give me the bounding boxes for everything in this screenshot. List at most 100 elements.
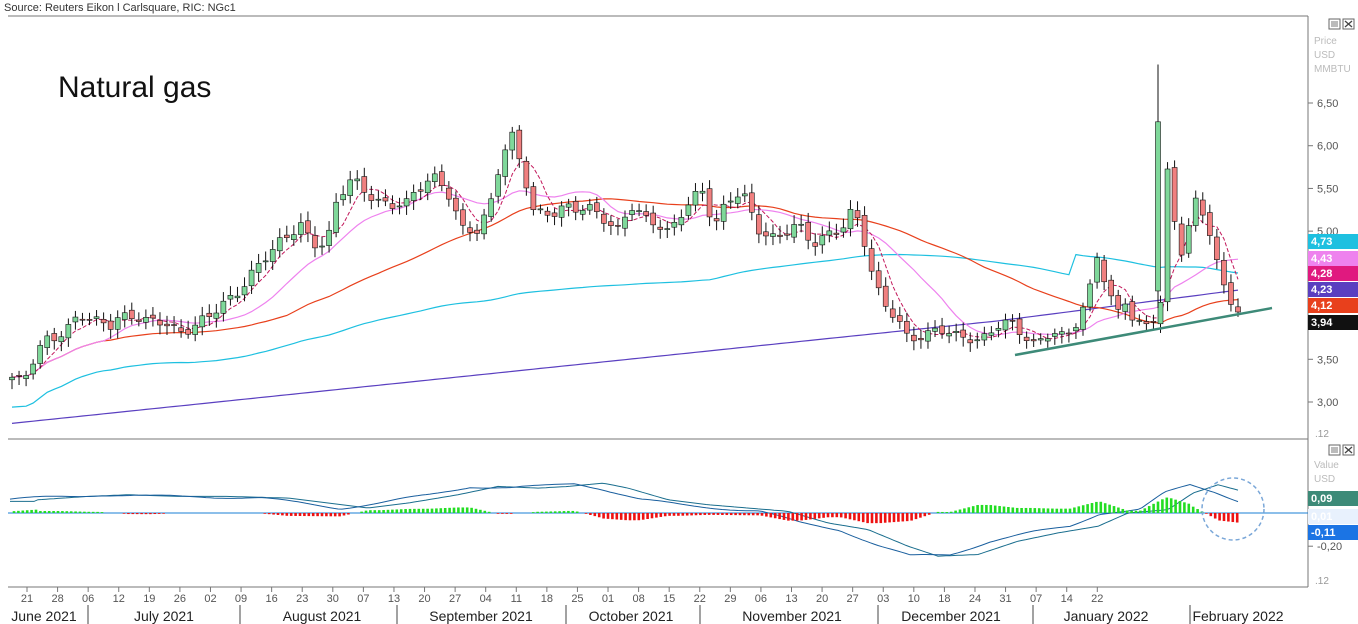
month-label: November 2021 [742,608,842,624]
price-tick-label: 3,50 [1317,354,1338,366]
candle-down [185,329,191,335]
macd-line [9,483,1239,556]
x-tick-label: 20 [418,593,430,605]
support-trendline [1014,306,1273,357]
candle-down [784,233,790,236]
candle-down [854,210,861,219]
osc-tag: 0,01 [1308,509,1358,524]
candle-up [424,180,431,194]
x-tick-label: 29 [724,593,736,605]
candle-down [1129,301,1136,321]
price-tag-label: 4,73 [1311,236,1332,248]
osc-tag-label: 0,01 [1311,511,1332,523]
x-tick-label: 04 [480,593,492,605]
candle-up [319,245,325,248]
candle-down [889,308,896,318]
candle-down [657,226,664,230]
candle-up [1164,168,1171,303]
candle-down [136,319,142,322]
candle-up [326,229,332,246]
x-tick-label: 23 [296,593,308,605]
candle-up [558,205,565,218]
price-tag-bg [1308,266,1358,281]
oscillator-pane: -0,20 0,09 0,01 -0,11 [8,477,1358,557]
candle-down [615,225,621,227]
candle-up [220,300,227,314]
candle-up [981,333,988,341]
candle-up [1052,333,1058,337]
maximize-icon[interactable] [1328,18,1341,30]
candle-up [375,198,382,201]
month-label: December 2021 [901,608,1001,624]
candle-down [1023,336,1030,342]
candle-down [749,192,755,213]
x-tick-label: 02 [204,593,216,605]
candle-up [114,317,121,330]
price-tag: 4,23 [1308,282,1358,297]
candle-up [995,327,1002,331]
osc-close-icon[interactable] [1342,444,1355,456]
candle-down [1221,259,1227,286]
month-label: January 2022 [1064,608,1149,624]
candle-down [812,242,819,247]
ma-dashed-line [11,160,1239,378]
price-axis-label: Price [1314,36,1337,47]
candle-up [586,204,593,211]
x-tick-label: 03 [877,593,889,605]
ma-cyan-line [11,253,1239,408]
candle-up [974,339,981,342]
candle-up [291,234,297,240]
month-label: September 2021 [429,608,533,624]
candle-up [298,222,304,235]
candle-up [946,333,952,337]
candle-down [417,189,424,192]
candle-down [1108,279,1114,297]
candle-up [1122,303,1129,312]
candle-up [1059,331,1065,335]
x-tick-label: 22 [1091,593,1103,605]
x-tick-label: 22 [694,593,706,605]
candle-down [164,323,170,327]
x-tick-label: 14 [1061,593,1073,605]
osc-maximize-icon[interactable] [1328,444,1341,456]
candle-up [727,200,734,203]
price-tick-label: 6,50 [1317,98,1338,110]
osc-tag-bg [1308,509,1358,524]
candle-down [171,324,177,326]
candle-down [960,329,967,338]
candle-up [241,286,248,296]
price-tick-label: 6,00 [1317,141,1338,153]
candle-down [939,325,945,334]
candle-up [396,205,403,208]
chart-title: Natural gas [58,71,211,104]
candle-down [1207,212,1213,236]
candle-down [1228,282,1234,305]
candle-down [460,209,466,226]
price-tag-label: 4,43 [1311,253,1332,265]
candle-up [1136,320,1143,322]
candle-up [1002,319,1009,331]
candle-up [1157,302,1164,325]
candle-down [1016,318,1023,335]
price-pane: 6,506,005,505,003,503,004,734,434,284,23… [9,64,1358,424]
x-tick-label: 21 [21,593,33,605]
x-tick-label: 13 [388,593,400,605]
candle-up [988,332,995,336]
candle-down [474,229,480,234]
candle-up [692,191,699,206]
candle-up [58,336,65,343]
candle-up [488,198,494,217]
price-tick-label: 5,50 [1317,183,1338,195]
osc-page-marker: .12 [1315,576,1329,587]
candle-down [650,212,656,226]
candle-up [699,190,706,194]
candle-down [706,188,713,218]
close-icon[interactable] [1342,18,1355,30]
candle-up [255,263,262,273]
unit-axis-label: MMBTU [1314,64,1351,75]
price-tick-label: 3,00 [1317,397,1338,409]
candle-down [594,202,600,212]
spike-candle [1155,121,1161,292]
osc-tick-label: -0,20 [1317,541,1342,553]
